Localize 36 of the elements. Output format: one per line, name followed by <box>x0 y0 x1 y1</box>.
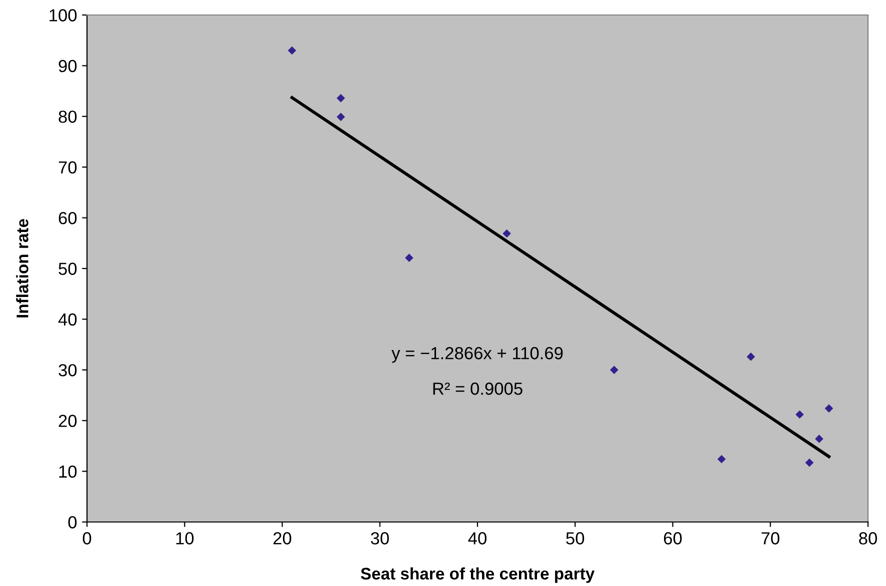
point <box>336 112 345 122</box>
y-tick-label: 0 <box>68 516 77 528</box>
point <box>717 454 726 464</box>
point <box>805 458 814 467</box>
point <box>746 352 756 361</box>
point <box>502 229 511 238</box>
x-tick-label: 30 <box>370 532 389 544</box>
y-tick-label: 20 <box>58 414 77 428</box>
x-tick-label: 20 <box>273 532 292 544</box>
x-tick-label: 70 <box>762 532 780 544</box>
point <box>824 404 834 413</box>
point <box>336 94 345 102</box>
y-tick-label: 80 <box>58 110 77 123</box>
x-axis-title: Seat share of the centre party <box>360 567 595 583</box>
point <box>610 366 618 374</box>
y-tick-label: 30 <box>58 364 77 376</box>
y-tick-label: 10 <box>59 465 77 478</box>
x-tick-label: 80 <box>859 532 877 544</box>
point <box>795 410 804 419</box>
point <box>404 254 414 262</box>
y-tick-label: 90 <box>58 60 77 72</box>
y-axis-title: Inflation rate <box>16 219 28 318</box>
y-tick-label: 70 <box>58 161 77 174</box>
x-tick-label: 60 <box>664 532 682 544</box>
y-tick-label: 100 <box>50 9 77 22</box>
point <box>288 46 296 55</box>
annotation: y = −1.2866x + 110.69 <box>392 347 563 363</box>
x-tick-label: 50 <box>566 532 584 544</box>
x-tick-label: 40 <box>468 532 486 544</box>
y-tick-label: 50 <box>58 262 77 275</box>
y-tick-label: 40 <box>58 313 77 326</box>
y-tick-label: 60 <box>58 212 77 224</box>
x-tick-label: 0 <box>82 532 92 544</box>
annotation: R² = 0.9005 <box>433 382 522 395</box>
x-tick-label: 10 <box>176 532 194 544</box>
point <box>815 434 824 444</box>
